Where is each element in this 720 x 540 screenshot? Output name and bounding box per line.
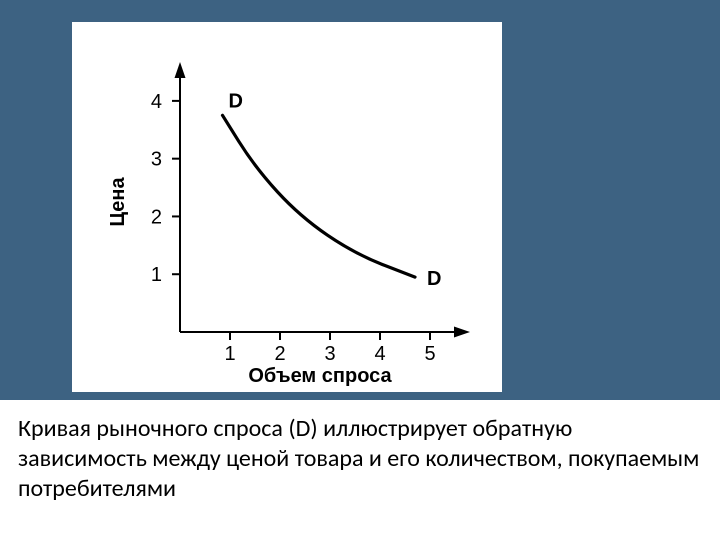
svg-text:3: 3: [324, 343, 335, 365]
svg-text:4: 4: [151, 91, 162, 113]
caption-block: Кривая рыночного спроса (D) иллюстрирует…: [0, 400, 720, 540]
svg-text:1: 1: [224, 343, 235, 365]
svg-text:D: D: [229, 90, 243, 112]
svg-text:3: 3: [151, 149, 162, 171]
svg-text:5: 5: [424, 343, 435, 365]
svg-text:4: 4: [374, 343, 385, 365]
slide: 1 2 3 4 1 2 3 4 5 Цена Объем спроса D D Кривая рыноч…: [0, 0, 720, 540]
svg-text:1: 1: [151, 264, 162, 286]
chart-panel: 1 2 3 4 1 2 3 4 5 Цена Объем спроса D D: [72, 22, 502, 392]
caption-text: Кривая рыночного спроса (D) иллюстрирует…: [18, 414, 699, 503]
svg-text:2: 2: [274, 343, 285, 365]
svg-text:2: 2: [151, 206, 162, 228]
svg-text:Объем спроса: Объем спроса: [248, 365, 392, 387]
svg-text:Цена: Цена: [107, 177, 129, 227]
demand-curve-chart: 1 2 3 4 1 2 3 4 5 Цена Объем спроса D D: [72, 22, 502, 392]
svg-text:D: D: [427, 268, 441, 290]
